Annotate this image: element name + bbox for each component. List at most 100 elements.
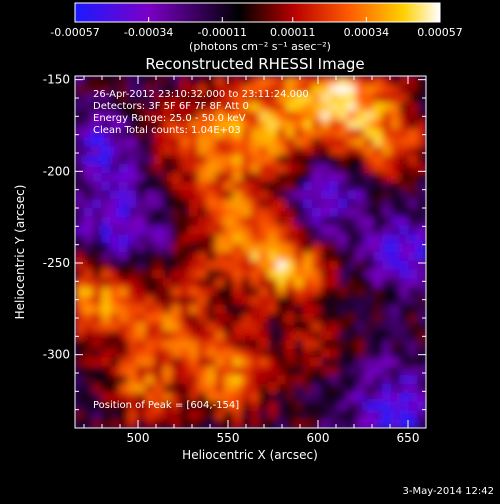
heatmap-cell xyxy=(294,366,304,376)
heatmap-cell xyxy=(83,419,94,428)
heatmap-cell xyxy=(338,296,348,306)
heatmap-cell xyxy=(127,410,138,420)
heatmap-cell xyxy=(276,287,287,297)
heatmap-cell xyxy=(285,384,295,394)
heatmap-cell xyxy=(241,331,252,341)
heatmap-cell xyxy=(189,375,199,385)
heatmap-cell xyxy=(110,111,120,121)
heatmap-cell xyxy=(285,331,295,341)
heatmap-cell xyxy=(241,84,252,95)
heatmap-cell xyxy=(118,410,129,420)
heatmap-cell xyxy=(320,137,331,147)
heatmap-cell xyxy=(241,304,252,315)
heatmap-cell xyxy=(215,348,225,359)
heatmap-cell xyxy=(285,120,295,130)
heatmap-cell xyxy=(224,304,234,315)
heatmap-cell xyxy=(338,111,348,121)
heatmap-cell xyxy=(408,225,418,235)
heatmap-cell xyxy=(276,322,287,332)
heatmap-cell xyxy=(329,111,339,121)
heatmap-cell xyxy=(276,384,287,394)
heatmap-cell xyxy=(127,401,138,411)
heatmap-cell xyxy=(197,137,208,147)
heatmap-cell xyxy=(153,164,164,174)
heatmap-cell xyxy=(390,208,401,218)
heatmap-cell xyxy=(382,322,392,332)
heatmap-cell xyxy=(162,76,173,86)
heatmap-cell xyxy=(101,313,111,323)
heatmap-cell xyxy=(189,84,199,95)
heatmap-cell xyxy=(320,155,331,165)
heatmap-cell xyxy=(311,375,322,385)
heatmap-cell xyxy=(285,225,295,235)
heatmap-cell xyxy=(311,366,322,376)
heatmap-cell xyxy=(399,225,410,235)
heatmap-cell xyxy=(320,287,331,297)
heatmap-cell xyxy=(399,296,410,306)
heatmap-cell xyxy=(364,357,374,367)
heatmap-cell xyxy=(232,234,243,244)
heatmap-cell xyxy=(373,366,383,376)
heatmap-cell xyxy=(268,76,278,86)
heatmap-cell xyxy=(355,392,366,403)
heatmap-cell xyxy=(338,348,348,359)
heatmap-cell xyxy=(373,190,383,200)
heatmap-cell xyxy=(373,287,383,297)
y-tick-label: -150 xyxy=(43,73,70,87)
heatmap-cell xyxy=(373,137,383,147)
heatmap-cell xyxy=(215,208,225,218)
heatmap-cell xyxy=(320,225,331,235)
heatmap-cell xyxy=(382,348,392,359)
heatmap-cell xyxy=(373,155,383,165)
heatmap-cell xyxy=(338,137,348,147)
heatmap-cell xyxy=(338,331,348,341)
heatmap-cell xyxy=(180,111,190,121)
heatmap-cell xyxy=(162,410,173,420)
heatmap-cell xyxy=(355,419,366,428)
heatmap-cell xyxy=(408,340,418,350)
heatmap-cell xyxy=(127,384,138,394)
heatmap-cell xyxy=(250,252,260,262)
heatmap-cell xyxy=(285,340,295,350)
heatmap-cell xyxy=(311,164,322,174)
heatmap-cell xyxy=(197,243,208,253)
heatmap-cell xyxy=(197,84,208,95)
heatmap-cell xyxy=(320,76,331,86)
heatmap-cell xyxy=(259,146,269,156)
heatmap-cell xyxy=(355,137,366,147)
heatmap-cell xyxy=(382,357,392,367)
heatmap-cell xyxy=(303,93,313,103)
heatmap-cell xyxy=(276,331,287,341)
heatmap-cell xyxy=(83,164,94,174)
heatmap-cell xyxy=(268,234,278,244)
y-tick-label: -200 xyxy=(43,164,70,178)
heatmap-cell xyxy=(101,181,111,191)
heatmap-cell xyxy=(224,208,234,218)
heatmap-cell xyxy=(110,340,120,350)
heatmap-cell xyxy=(268,137,278,147)
heatmap-cell xyxy=(311,296,322,306)
heatmap-cell xyxy=(110,137,120,147)
heatmap-cell xyxy=(382,260,392,271)
heatmap-cell xyxy=(285,243,295,253)
heatmap-cell xyxy=(250,313,260,323)
heatmap-cell xyxy=(268,357,278,367)
heatmap-cell xyxy=(399,287,410,297)
heatmap-cell xyxy=(110,172,120,183)
heatmap-cell xyxy=(215,146,225,156)
heatmap-cell xyxy=(224,331,234,341)
heatmap-cell xyxy=(329,128,339,139)
heatmap-cell xyxy=(101,252,111,262)
heatmap-cell xyxy=(364,76,374,86)
heatmap-cell xyxy=(294,252,304,262)
heatmap-cell xyxy=(347,287,357,297)
heatmap-cell xyxy=(189,348,199,359)
heatmap-cell xyxy=(101,331,111,341)
heatmap-cell xyxy=(224,357,234,367)
heatmap-cell xyxy=(232,278,243,288)
heatmap-cell xyxy=(153,243,164,253)
heatmap-cell xyxy=(83,340,94,350)
heatmap-cell xyxy=(189,331,199,341)
heatmap-cell xyxy=(171,252,181,262)
heatmap-cell xyxy=(259,243,269,253)
